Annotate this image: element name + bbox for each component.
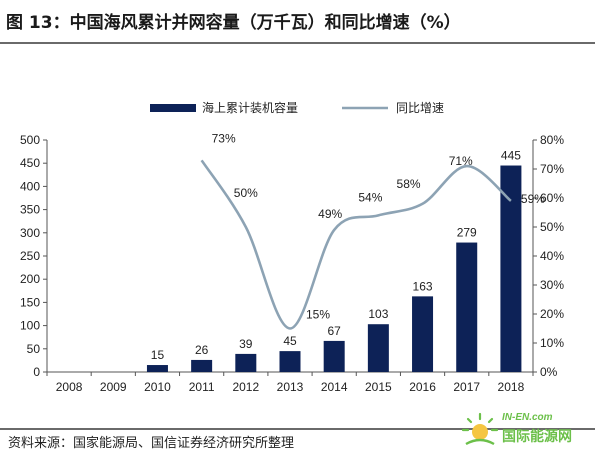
y-left-tick-label: 250 — [20, 249, 40, 263]
chart-axes: 0 50 100 150 200 250 300 350 400 450 500 0% 10% 20% 30… — [20, 133, 564, 394]
bar — [235, 353, 257, 372]
bar — [279, 351, 301, 372]
sun-logo-icon — [461, 412, 499, 446]
bar — [367, 324, 389, 372]
figure-title: 图 13：中国海风累计并网容量（万千瓦）和同比增速（%） — [6, 13, 461, 33]
y-right-tick-label: 60% — [540, 191, 564, 205]
x-tick-label: 2008 — [56, 380, 83, 394]
y-left-tick-label: 50 — [27, 342, 41, 356]
line-value-label: 59% — [521, 192, 545, 206]
y-left-tick-label: 300 — [20, 226, 40, 240]
y-left-tick-label: 500 — [20, 133, 40, 147]
bar-value-label: 103 — [368, 307, 388, 321]
line-value-label: 54% — [358, 190, 382, 204]
bar — [146, 365, 168, 372]
watermark-name: 国际能源网 — [502, 429, 572, 445]
x-tick-label: 2013 — [277, 380, 304, 394]
y-left-tick-label: 100 — [20, 319, 40, 333]
legend-label-bar: 海上累计装机容量 — [202, 100, 298, 115]
watermark: IN-EN.com 国际能源网 — [458, 408, 590, 454]
line-value-label: 73% — [212, 131, 236, 145]
y-right-tick-label: 30% — [540, 278, 564, 292]
bar-value-label: 45 — [283, 334, 297, 348]
chart: 0 50 100 150 200 250 300 350 400 450 500 0% 10% 20% 30… — [20, 100, 564, 394]
bar — [191, 359, 213, 372]
line-value-label: 49% — [318, 207, 342, 221]
legend-label-line: 同比增速 — [396, 101, 444, 115]
x-tick-label: 2015 — [365, 380, 392, 394]
bar — [412, 296, 434, 372]
bar-value-label: 163 — [413, 279, 433, 293]
y-left-tick-label: 350 — [20, 203, 40, 217]
line-value-label: 58% — [397, 177, 421, 191]
line-value-label: 71% — [449, 154, 473, 168]
bar-value-label: 67 — [328, 324, 342, 338]
source-note: 资料来源：国家能源局、国信证券经济研究所整理 — [8, 436, 295, 451]
x-tick-label: 2009 — [100, 380, 127, 394]
y-left-tick-label: 400 — [20, 179, 40, 193]
y-right-tick-label: 70% — [540, 162, 564, 176]
bar — [456, 242, 478, 372]
y-right-tick-label: 10% — [540, 336, 564, 350]
source-divider — [0, 428, 595, 430]
x-tick-label: 2010 — [144, 380, 171, 394]
y-right-tick-label: 0% — [540, 365, 558, 379]
watermark-url: IN-EN.com — [502, 412, 553, 423]
y-right-tick-label: 40% — [540, 249, 564, 263]
y-right-tick-label: 20% — [540, 307, 564, 321]
x-tick-label: 2017 — [453, 380, 480, 394]
line-value-label: 50% — [234, 186, 258, 200]
bar-value-label: 26 — [195, 343, 209, 357]
bar-value-label: 15 — [151, 348, 165, 362]
title-divider — [0, 42, 595, 44]
bar — [323, 340, 345, 372]
y-left-tick-label: 0 — [33, 365, 40, 379]
x-tick-label: 2018 — [498, 380, 525, 394]
legend-swatch-bar — [150, 104, 196, 112]
growth-line — [200, 159, 512, 330]
bar-value-label: 445 — [501, 149, 521, 163]
x-tick-label: 2011 — [189, 380, 215, 394]
y-right-tick-label: 50% — [540, 220, 564, 234]
y-left-tick-label: 450 — [20, 156, 40, 170]
x-tick-label: 2012 — [232, 380, 259, 394]
line-series — [200, 159, 512, 330]
chart-legend: 海上累计装机容量 同比增速 — [150, 100, 444, 115]
bar-value-label: 39 — [239, 337, 253, 351]
data-labels: 15 26 39 45 67 103 163 279 445 73% 50% 15% 49% 54% 58%… — [151, 131, 545, 362]
y-left-tick-label: 150 — [20, 295, 40, 309]
y-right-tick-label: 80% — [540, 133, 564, 147]
bar — [500, 165, 522, 372]
x-tick-label: 2016 — [409, 380, 436, 394]
y-left-tick-label: 200 — [20, 272, 40, 286]
line-value-label: 15% — [306, 308, 330, 322]
bar-series — [146, 165, 522, 372]
x-tick-label: 2014 — [321, 380, 348, 394]
bar-value-label: 279 — [457, 226, 477, 240]
